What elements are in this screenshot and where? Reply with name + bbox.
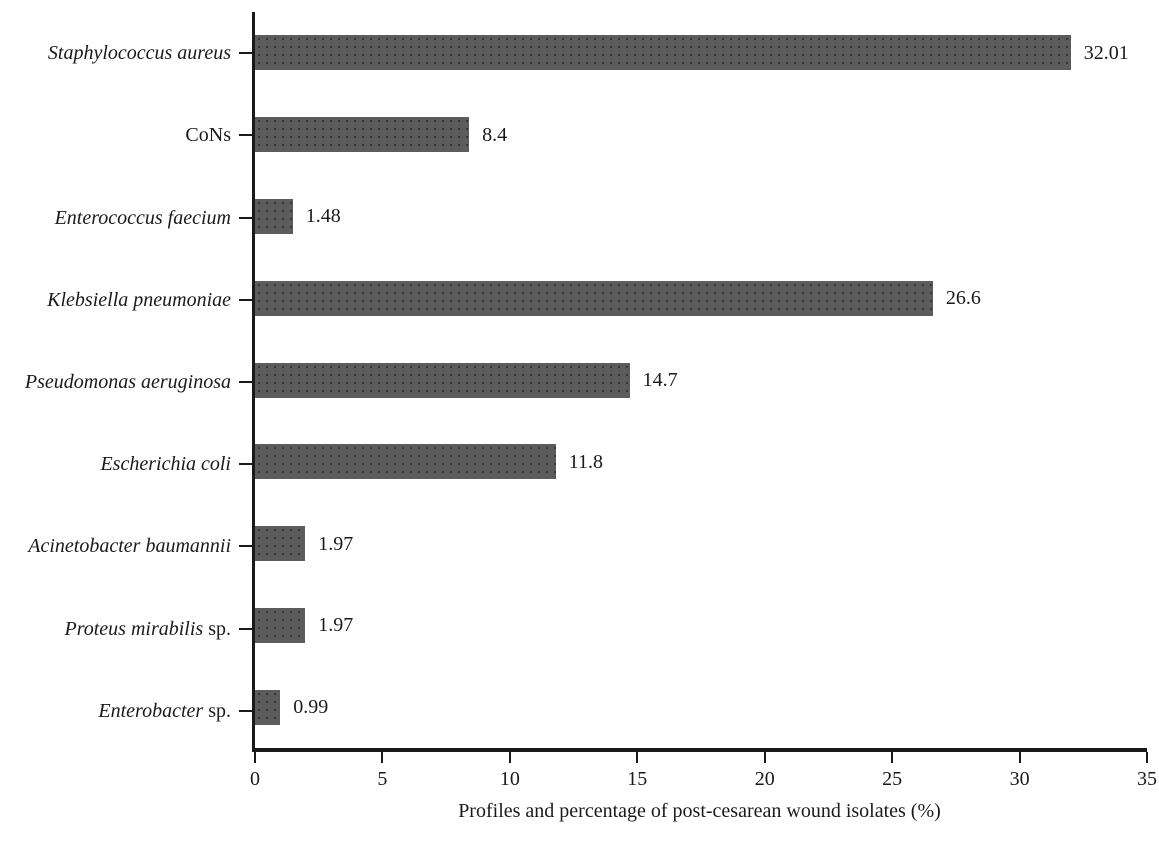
x-axis-tick-label: 20 xyxy=(754,768,775,790)
label-row: Enterococcus faecium xyxy=(0,176,252,258)
x-axis-title: Profiles and percentage of post-cesarean… xyxy=(458,800,941,822)
bar-row: 1.48 xyxy=(255,176,1147,258)
x-axis-tick-label: 10 xyxy=(499,768,520,790)
y-axis-tick xyxy=(239,134,252,137)
bar xyxy=(255,689,281,725)
category-label: Staphylococcus aureus xyxy=(47,42,231,65)
x-axis-tick-label: 30 xyxy=(1009,768,1030,790)
category-label: Enterococcus faecium xyxy=(54,206,231,229)
y-axis-tick xyxy=(239,52,252,55)
bar-value-label: 1.97 xyxy=(318,614,354,637)
category-label: Enterobacter sp. xyxy=(98,699,231,722)
bar xyxy=(255,35,1071,71)
x-axis-tick xyxy=(1018,752,1021,763)
bar-value-label: 0.99 xyxy=(293,696,329,719)
x-axis-tick xyxy=(636,752,639,763)
bar-row: 32.01 xyxy=(255,12,1147,94)
bar xyxy=(255,362,630,398)
x-axis-tick xyxy=(254,752,256,763)
x-axis-tick xyxy=(891,752,894,763)
x-axis-tick-label: 15 xyxy=(627,768,648,790)
bar-value-label: 14.7 xyxy=(642,369,678,392)
category-label: Klebsiella pneumoniae xyxy=(47,288,231,311)
x-axis-tick xyxy=(763,752,766,763)
label-row: CoNs xyxy=(0,94,252,176)
bar-value-label: 1.97 xyxy=(318,532,354,555)
bar-row: 0.99 xyxy=(255,666,1147,748)
label-row: Enterobacter sp. xyxy=(0,670,252,752)
bar-value-label: 26.6 xyxy=(945,287,981,310)
plot-area: 32.01 8.4 1.48 26.6 14.7 11.8 1.97 1.97 0.99 xyxy=(252,12,1147,752)
label-row: Klebsiella pneumoniae xyxy=(0,259,252,341)
bar-row: 14.7 xyxy=(255,339,1147,421)
category-label: Acinetobacter baumannii xyxy=(28,535,231,558)
bar-value-label: 1.48 xyxy=(305,205,341,228)
bar xyxy=(255,444,556,480)
y-axis-tick xyxy=(239,709,252,712)
x-axis-tick-label: 25 xyxy=(882,768,903,790)
bar xyxy=(255,117,470,153)
bar-row: 1.97 xyxy=(255,503,1147,585)
y-axis-tick xyxy=(239,216,252,219)
x-axis-tick-label: 5 xyxy=(377,768,388,790)
bar-row: 1.97 xyxy=(255,584,1147,666)
y-axis-tick xyxy=(239,463,252,466)
category-label: CoNs xyxy=(185,124,231,147)
y-axis-tick xyxy=(239,545,252,548)
y-axis-tick xyxy=(239,380,252,383)
category-label: Escherichia coli xyxy=(100,453,231,476)
bar-value-label: 32.01 xyxy=(1083,41,1129,64)
label-row: Pseudomonas aeruginosa xyxy=(0,341,252,423)
bar-row: 26.6 xyxy=(255,257,1147,339)
label-row: Acinetobacter baumannii xyxy=(0,505,252,587)
y-axis-tick xyxy=(239,627,252,630)
x-axis: 0 5 10 15 20 25 30 35 xyxy=(250,752,1157,800)
x-axis-tick xyxy=(381,752,384,763)
category-label: Proteus mirabilis sp. xyxy=(64,617,231,640)
category-label: Pseudomonas aeruginosa xyxy=(24,370,231,393)
x-axis-tick-label: 0 xyxy=(250,768,260,790)
bar-value-label: 11.8 xyxy=(568,450,603,473)
bar xyxy=(255,280,933,316)
y-axis-tick xyxy=(239,298,252,301)
label-row: Escherichia coli xyxy=(0,423,252,505)
bar-value-label: 8.4 xyxy=(482,123,508,146)
bar-row: 11.8 xyxy=(255,421,1147,503)
bar xyxy=(255,526,306,562)
x-axis-tick-label: 35 xyxy=(1137,768,1157,790)
bar xyxy=(255,607,306,643)
x-axis-tick xyxy=(508,752,511,763)
label-row: Proteus mirabilis sp. xyxy=(0,588,252,670)
x-axis-tick xyxy=(1146,752,1148,763)
y-axis-category-labels: Staphylococcus aureus CoNs Enterococcus fa… xyxy=(0,12,252,752)
bar-row: 8.4 xyxy=(255,94,1147,176)
label-row: Staphylococcus aureus xyxy=(0,12,252,94)
bar xyxy=(255,198,293,234)
